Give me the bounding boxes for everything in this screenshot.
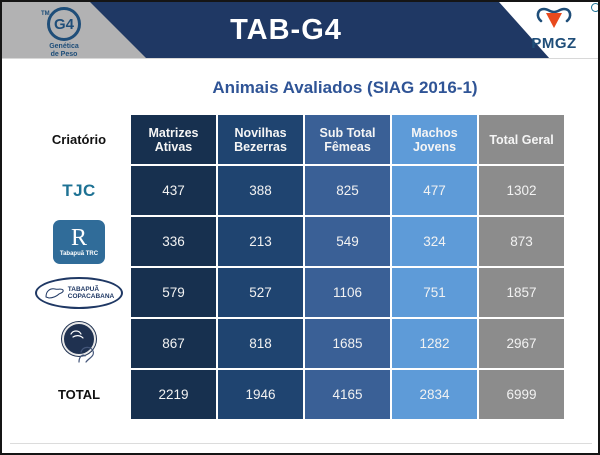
g4-logo-mark: G4 — [53, 15, 74, 33]
row-label-tabapua-copacabana: TABAPUÃ COPACABANA — [29, 268, 129, 317]
trc-r-icon: R — [70, 225, 87, 251]
page-title: Animais Avaliados (SIAG 2016-1) — [212, 78, 478, 97]
banner-divider — [2, 58, 598, 59]
table-cell: 818 — [218, 319, 303, 368]
table-cell: 437 — [131, 166, 216, 215]
table-cell: 579 — [131, 268, 216, 317]
table-cell: 1282 — [392, 319, 477, 368]
tabapua-copacabana-logo: TABAPUÃ COPACABANA — [35, 276, 123, 309]
tjc-logo: TJC — [62, 180, 96, 200]
table-cell: 4165 — [305, 370, 390, 419]
table-cell: 336 — [131, 217, 216, 266]
cow-sketch-icon — [45, 287, 64, 299]
column-header-matrizes-ativas: Matrizes Ativas — [131, 115, 216, 164]
criatorio-4-logo — [59, 321, 99, 366]
zebu-sketch-icon — [70, 329, 94, 363]
animais-avaliados-table: Criatório Matrizes Ativas Novilhas Bezer… — [29, 3, 598, 419]
table-cell: 324 — [392, 217, 477, 266]
table-cell: 6999 — [479, 370, 564, 419]
g4-logo-icon: TM G4 — [41, 7, 81, 41]
g4-tagline: Genética de Peso — [49, 43, 79, 58]
tabapua-trc-logo: R Tabapuã TRC — [53, 219, 105, 264]
table-cell: 2967 — [479, 319, 564, 368]
table-cell: 213 — [218, 217, 303, 266]
column-header-machos-jovens: Machos Jovens — [392, 115, 477, 164]
slide-bottom-edge — [10, 443, 592, 444]
copacabana-logo-text: TABAPUÃ COPACABANA — [67, 285, 115, 300]
pmgz-logo-text: PMGZ — [531, 35, 577, 52]
banner-navy-band — [90, 2, 550, 59]
table-cell: 477 — [392, 166, 477, 215]
slide-title: TAB-G4 — [230, 14, 342, 46]
table-cell: 527 — [218, 268, 303, 317]
column-header-novilhas-bezerras: Novilhas Bezerras — [218, 115, 303, 164]
row-label-tjc: TJC — [29, 3, 598, 215]
trc-logo-label: Tabapuã TRC — [59, 251, 99, 257]
table-cell: 1106 — [305, 268, 390, 317]
table-cell: 1946 — [218, 370, 303, 419]
g4-trademark: TM — [41, 11, 50, 17]
table-cell: 388 — [218, 166, 303, 215]
pmgz-zebu-icon — [536, 7, 572, 28]
row-label-total: TOTAL — [29, 370, 129, 419]
table-cell: 1302 — [479, 166, 564, 215]
criatorio-4-logo-disc — [62, 321, 96, 356]
table-cell: 751 — [392, 268, 477, 317]
row-label-tabapua-trc: R Tabapuã TRC — [29, 217, 129, 266]
table-cell: 873 — [479, 217, 564, 266]
column-header-criatorio: Criatório — [29, 115, 129, 164]
header-banner: TM G4 Genética de Peso TAB-G4 PMGZ — [2, 2, 598, 59]
table-cell: 867 — [131, 319, 216, 368]
g4-logo: TM G4 Genética de Peso — [34, 7, 94, 59]
table-cell: 549 — [305, 217, 390, 266]
table-cell: 825 — [305, 166, 390, 215]
column-header-subtotal-femeas: Sub Total Fêmeas — [305, 115, 390, 164]
row-label-criatorio-4 — [29, 319, 129, 368]
tjc-emblem-icon — [591, 3, 598, 12]
column-header-total-geral: Total Geral — [479, 115, 564, 164]
pmgz-logo: PMGZ — [522, 6, 586, 52]
table-cell: 2219 — [131, 370, 216, 419]
table-cell: 1685 — [305, 319, 390, 368]
table-cell: 1857 — [479, 268, 564, 317]
table-cell: 2834 — [392, 370, 477, 419]
